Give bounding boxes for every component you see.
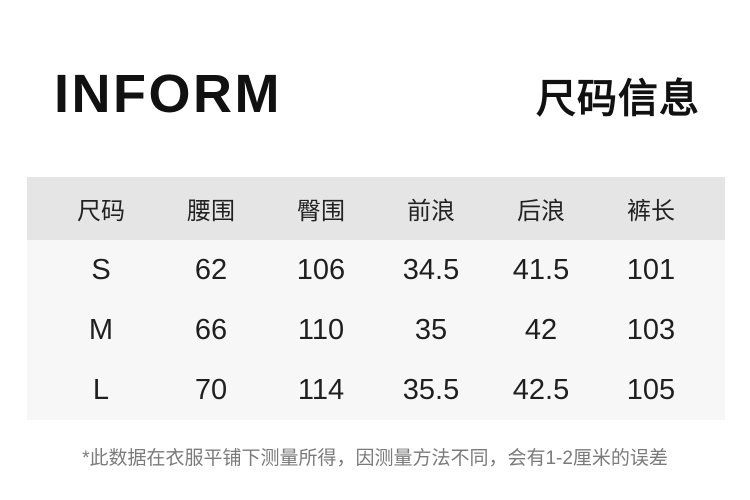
column-header-hip: 臀围 xyxy=(297,198,345,225)
measurement-note: *此数据在衣服平铺下测量所得，因测量方法不同，会有1-2厘米的误差 xyxy=(82,448,668,469)
value-cell: 101 xyxy=(626,253,676,286)
value-cell: 42 xyxy=(524,313,558,346)
column-header-front-rise: 前浪 xyxy=(407,198,455,225)
size-cell: L xyxy=(92,373,110,406)
column-header-size: 尺码 xyxy=(77,198,125,225)
size-cell: S xyxy=(91,253,111,286)
value-cell: 34.5 xyxy=(402,253,460,286)
value-cell: 106 xyxy=(296,253,346,286)
value-cell: 35 xyxy=(414,313,448,346)
page-title: 尺码信息 xyxy=(536,77,700,121)
table-header-row: 尺码 腰围 臀围 前浪 后浪 裤长 xyxy=(27,177,725,240)
value-cell: 35.5 xyxy=(402,373,460,406)
value-cell: 41.5 xyxy=(512,253,570,286)
value-cell: 42.5 xyxy=(512,373,570,406)
value-cell: 66 xyxy=(194,313,228,346)
table-row-size-s: S 62 106 34.5 41.5 101 xyxy=(27,240,725,300)
value-cell: 70 xyxy=(194,373,228,406)
table-row-size-l: L 70 114 35.5 42.5 105 xyxy=(27,360,725,420)
brand-header: INFORM 尺码信息 xyxy=(54,67,700,121)
value-cell: 62 xyxy=(194,253,228,286)
brand-logo: INFORM xyxy=(54,64,282,124)
column-header-length: 裤长 xyxy=(627,198,675,225)
size-cell: M xyxy=(88,313,114,346)
value-cell: 103 xyxy=(626,313,676,346)
column-header-waist: 腰围 xyxy=(187,198,235,225)
value-cell: 110 xyxy=(297,313,345,346)
table-row-size-m: M 66 110 35 42 103 xyxy=(27,300,725,360)
column-header-back-rise: 后浪 xyxy=(517,198,565,225)
value-cell: 105 xyxy=(626,373,676,406)
value-cell: 114 xyxy=(297,373,345,406)
size-table: 尺码 腰围 臀围 前浪 后浪 裤长 S 62 106 34.5 41.5 101… xyxy=(27,177,725,420)
